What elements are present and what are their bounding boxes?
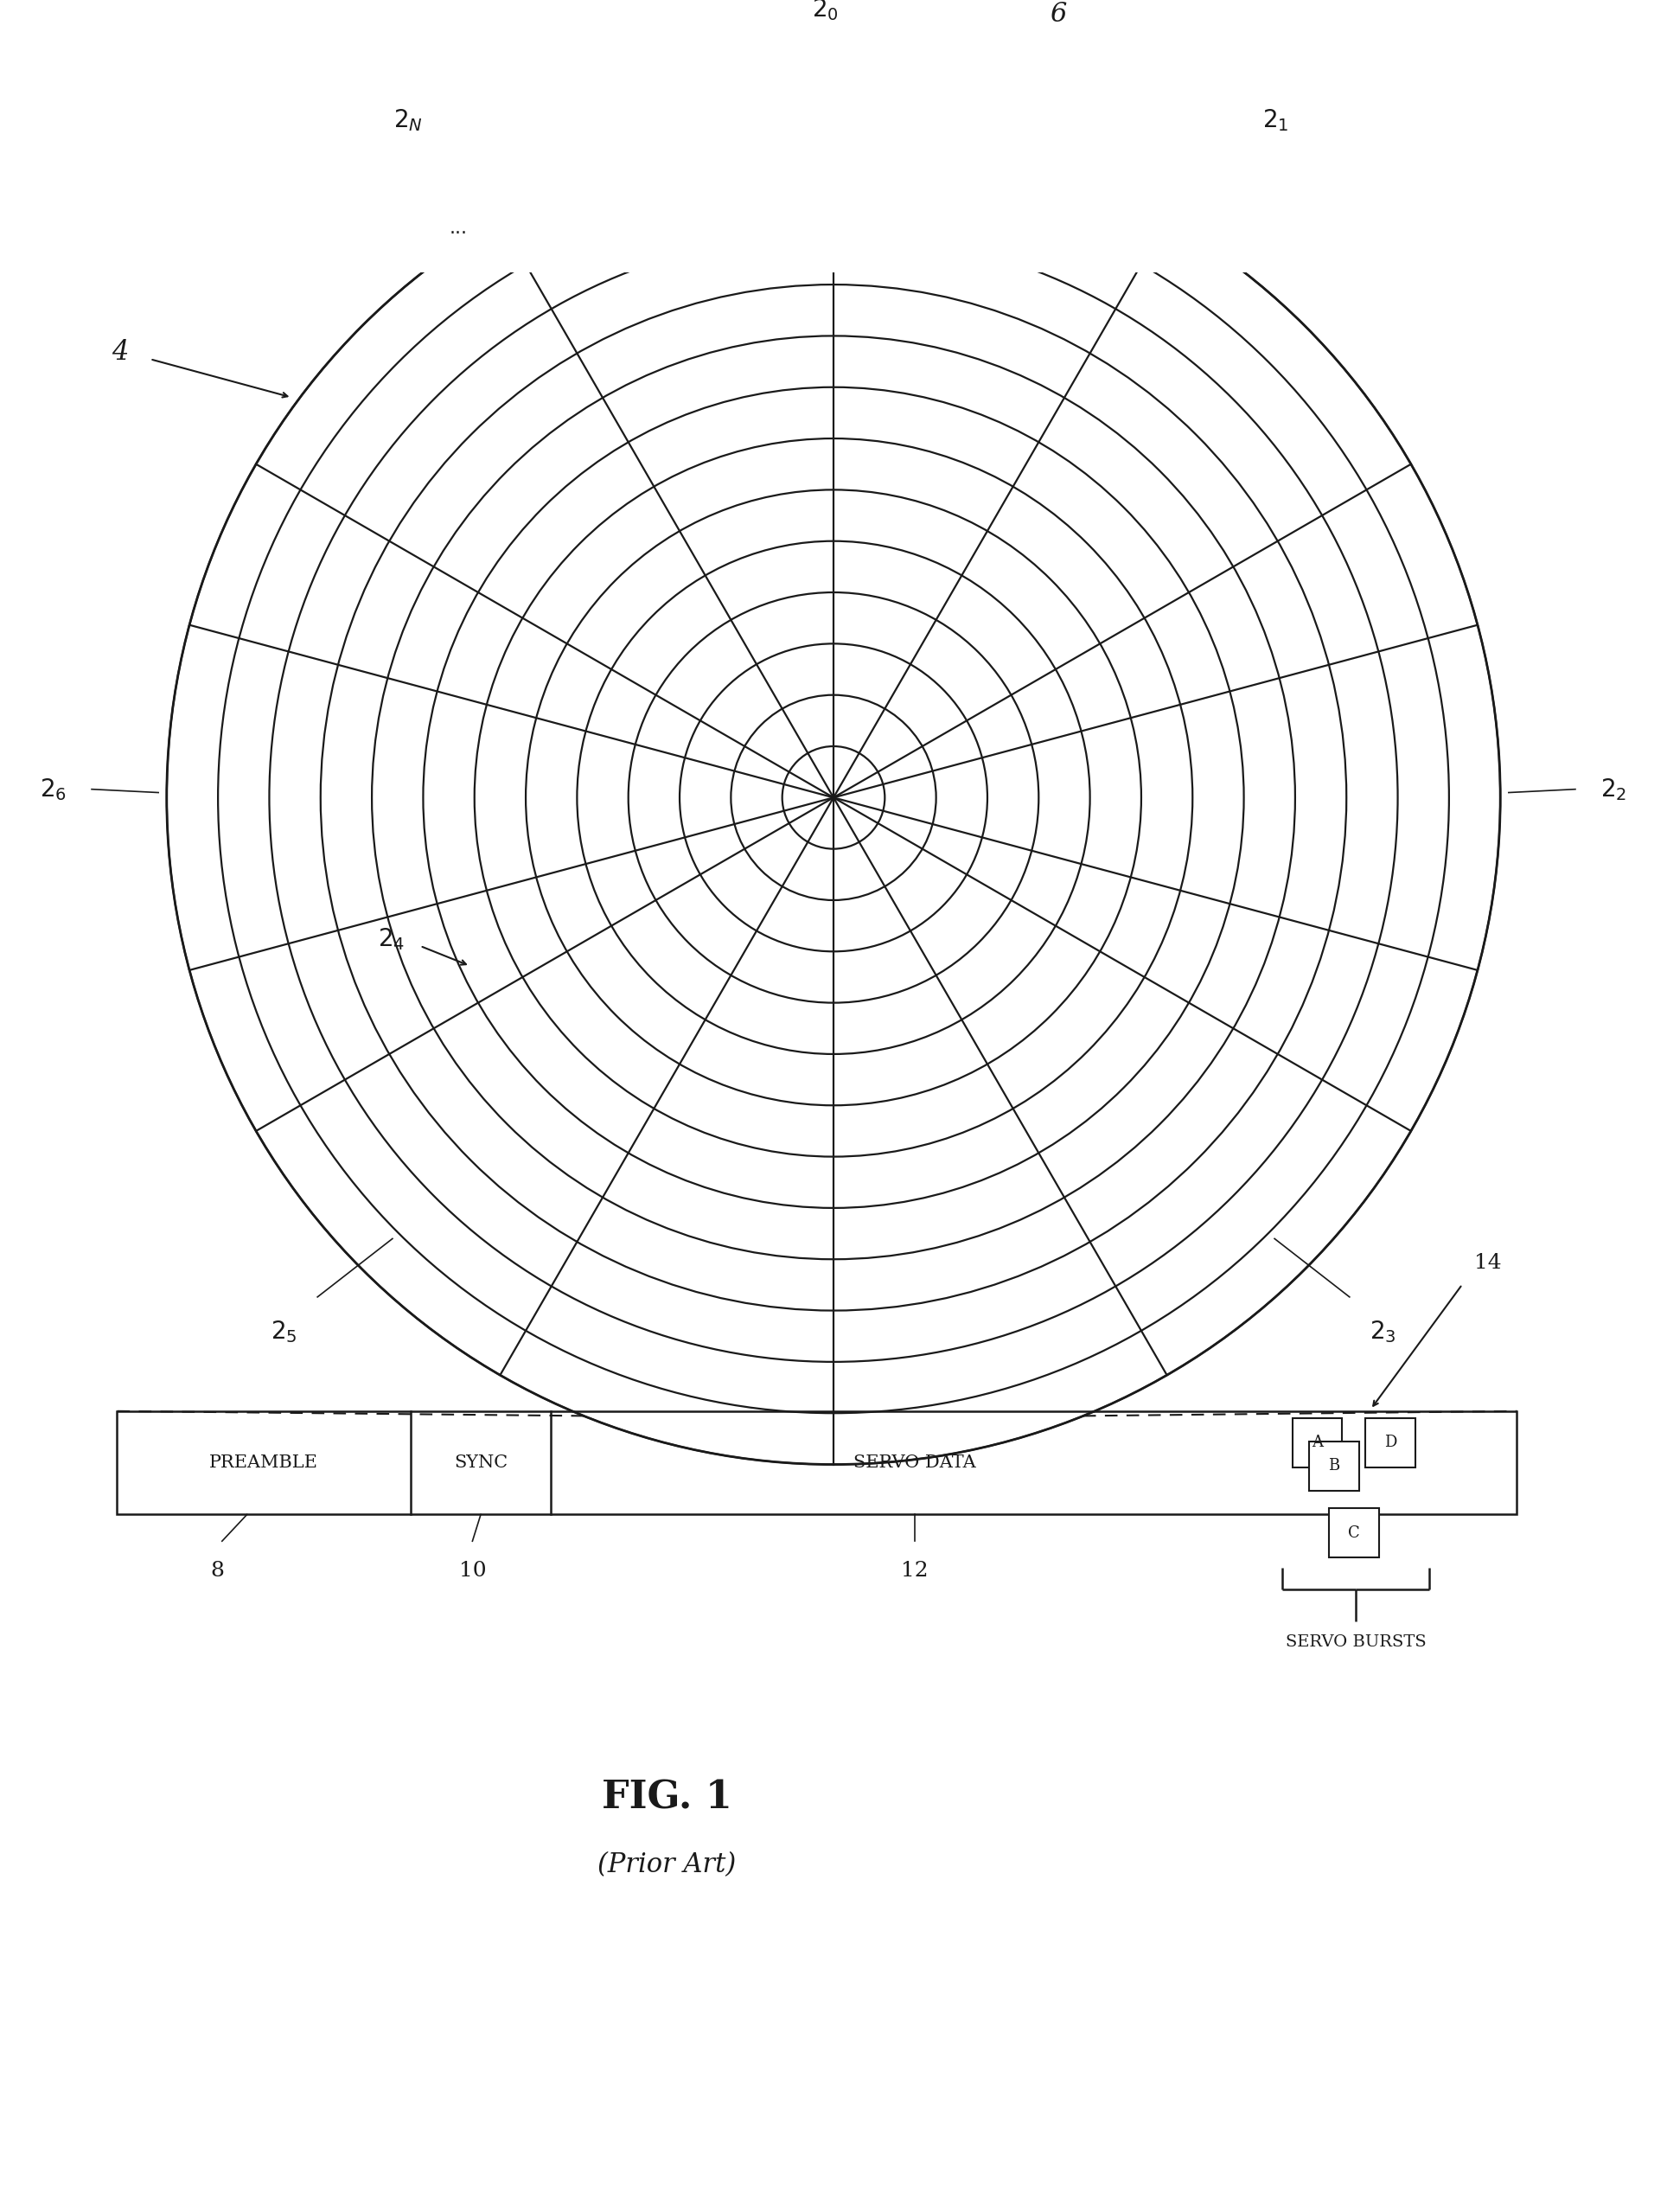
Text: $2_N$: $2_N$ xyxy=(393,108,423,133)
Text: 14: 14 xyxy=(1474,1252,1502,1272)
Text: FIG. 1: FIG. 1 xyxy=(602,1778,732,1816)
Text: $2_5$: $2_5$ xyxy=(270,1318,297,1345)
Text: $2_2$: $2_2$ xyxy=(1600,776,1627,803)
Text: 4: 4 xyxy=(112,338,128,365)
Text: B: B xyxy=(1329,1458,1340,1473)
Text: 12: 12 xyxy=(902,1562,929,1582)
Bar xyxy=(1292,1418,1342,1469)
Text: SYNC: SYNC xyxy=(453,1455,508,1471)
Bar xyxy=(1309,1440,1359,1491)
Text: 6: 6 xyxy=(1050,0,1067,27)
Text: A: A xyxy=(1312,1436,1324,1451)
Text: 10: 10 xyxy=(458,1562,487,1582)
Bar xyxy=(1365,1418,1415,1469)
Text: $2_0$: $2_0$ xyxy=(812,0,839,22)
Text: $2_3$: $2_3$ xyxy=(1370,1318,1397,1345)
Text: $2_6$: $2_6$ xyxy=(40,776,67,803)
Text: 8: 8 xyxy=(210,1562,223,1582)
Text: (Prior Art): (Prior Art) xyxy=(597,1851,737,1878)
Text: SERVO DATA: SERVO DATA xyxy=(854,1455,977,1471)
Text: $2_4$: $2_4$ xyxy=(378,927,405,951)
Text: ...: ... xyxy=(450,219,467,237)
Text: C: C xyxy=(1349,1524,1360,1540)
Text: PREAMBLE: PREAMBLE xyxy=(210,1455,318,1471)
Bar xyxy=(117,1411,1517,1515)
Bar xyxy=(1329,1509,1379,1557)
Text: D: D xyxy=(1384,1436,1397,1451)
Text: SERVO BURSTS: SERVO BURSTS xyxy=(1285,1635,1425,1650)
Text: $2_1$: $2_1$ xyxy=(1262,108,1289,133)
